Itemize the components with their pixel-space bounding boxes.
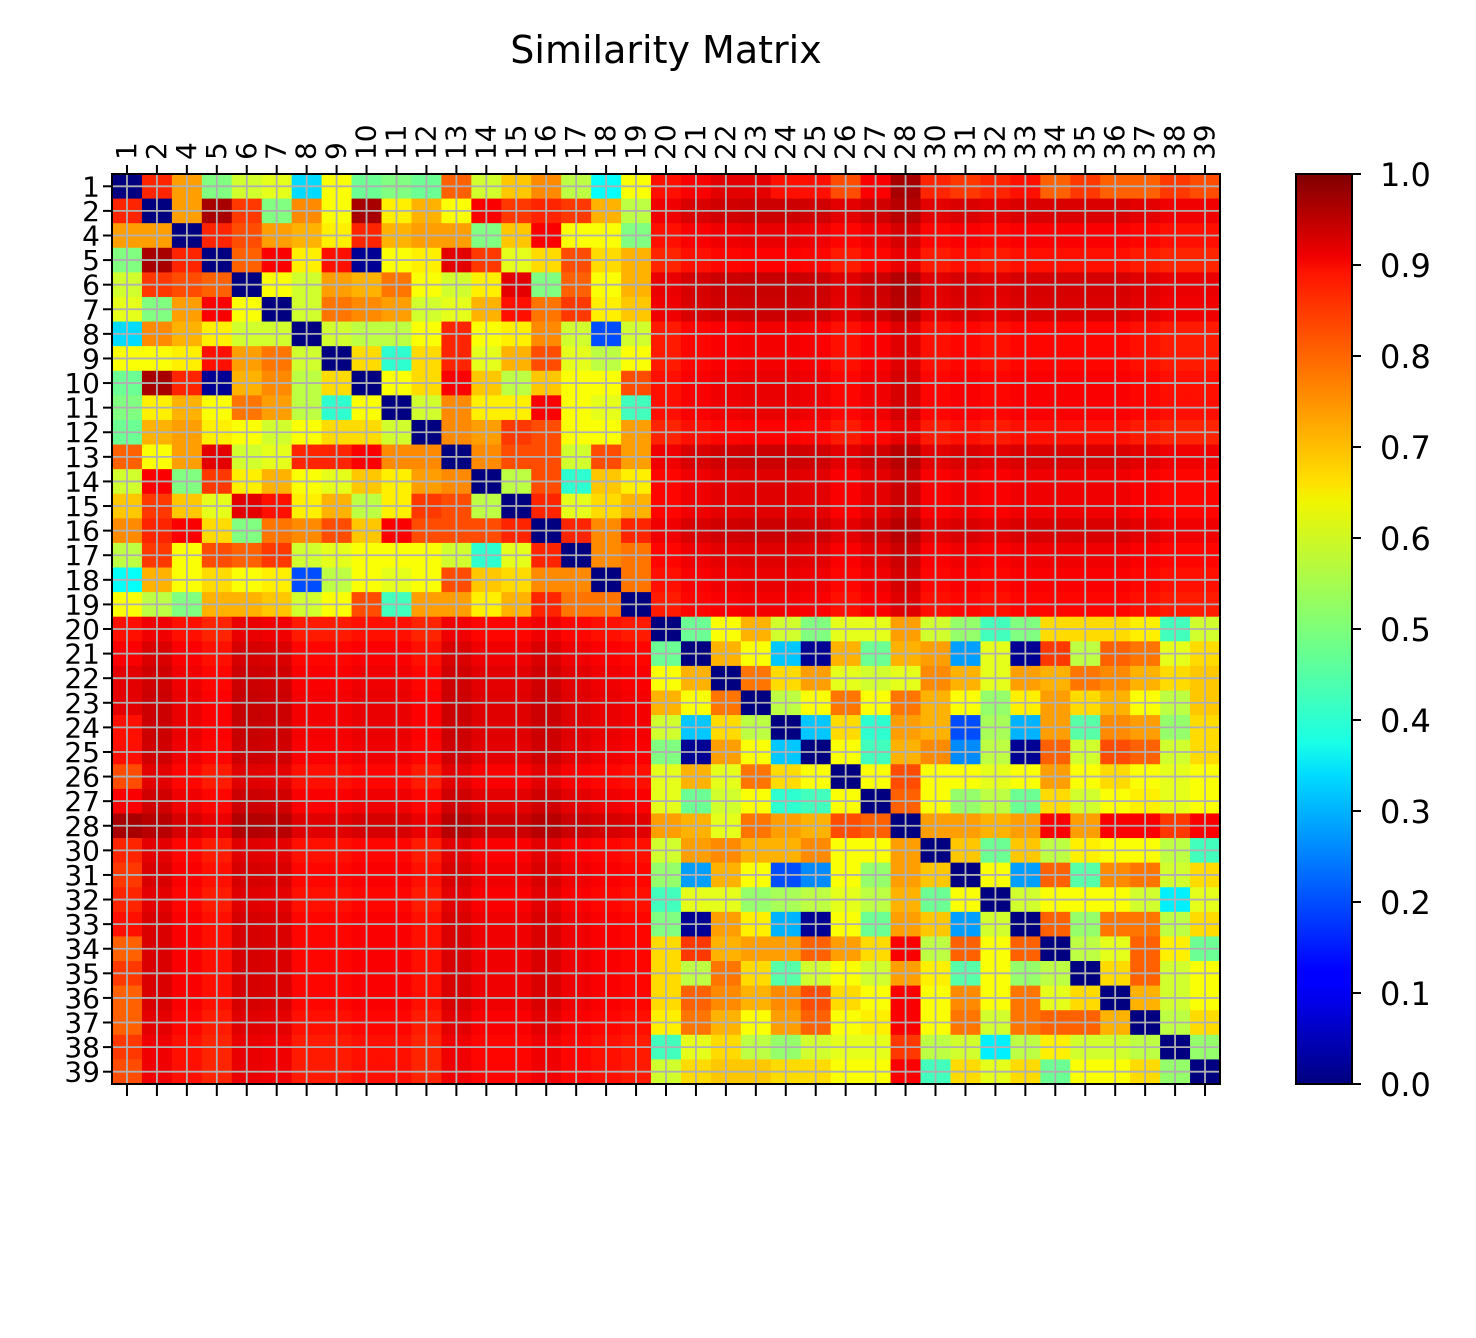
y-tick-label-39: 39 xyxy=(64,1056,100,1089)
colorbar-tick-label: 0.0 xyxy=(1380,1066,1431,1104)
y-tick-label-13: 13 xyxy=(64,441,100,474)
colorbar-tick-label: 1.0 xyxy=(1380,156,1431,194)
y-tick-label-8: 8 xyxy=(82,318,100,351)
y-tick-label-7: 7 xyxy=(82,293,100,326)
colorbar-tick-label: 0.9 xyxy=(1380,247,1431,285)
y-tick-label-9: 9 xyxy=(82,342,100,375)
y-tick-label-10: 10 xyxy=(64,367,100,400)
chart-title: Similarity Matrix xyxy=(510,28,822,72)
y-tick-label-12: 12 xyxy=(64,416,100,449)
x-axis-top: 1245678910111213141516171819202122232425… xyxy=(110,124,1221,174)
y-tick-label-20: 20 xyxy=(64,613,100,646)
y-tick-label-31: 31 xyxy=(64,859,100,892)
x-tick-label-37: 37 xyxy=(1128,124,1161,160)
y-tick-label-34: 34 xyxy=(64,933,100,966)
x-tick-label-13: 13 xyxy=(439,124,472,160)
x-tick-label-11: 11 xyxy=(379,124,412,160)
y-tick-label-15: 15 xyxy=(64,490,100,523)
x-tick-label-20: 20 xyxy=(649,124,682,160)
x-tick-label-23: 23 xyxy=(739,124,772,160)
y-tick-label-14: 14 xyxy=(64,465,100,498)
y-tick-label-30: 30 xyxy=(64,834,100,867)
x-tick-label-1: 1 xyxy=(110,142,143,160)
x-tick-label-12: 12 xyxy=(409,124,442,160)
y-tick-label-19: 19 xyxy=(64,588,100,621)
y-tick-label-25: 25 xyxy=(64,736,100,769)
x-tick-label-5: 5 xyxy=(200,142,233,160)
colorbar-tick-label: 0.7 xyxy=(1380,429,1431,467)
x-tick-label-24: 24 xyxy=(769,124,802,160)
colorbar-tick-label: 0.6 xyxy=(1380,520,1431,558)
x-tick-label-22: 22 xyxy=(709,124,742,160)
y-tick-label-24: 24 xyxy=(64,711,100,744)
x-tick-label-39: 39 xyxy=(1188,124,1221,160)
x-tick-label-15: 15 xyxy=(499,124,532,160)
x-tick-label-35: 35 xyxy=(1068,124,1101,160)
colorbar-tick-label: 0.4 xyxy=(1380,702,1431,740)
x-tick-label-21: 21 xyxy=(679,124,712,160)
x-tick-label-36: 36 xyxy=(1098,124,1131,160)
x-tick-label-31: 31 xyxy=(948,124,981,160)
y-tick-label-36: 36 xyxy=(64,982,100,1015)
x-tick-label-27: 27 xyxy=(859,124,892,160)
x-tick-label-33: 33 xyxy=(1008,124,1041,160)
x-tick-label-26: 26 xyxy=(829,124,862,160)
y-tick-label-37: 37 xyxy=(64,1007,100,1040)
y-tick-label-35: 35 xyxy=(64,957,100,990)
colorbar-gradient xyxy=(1295,173,1353,1085)
colorbar-tick-label: 0.5 xyxy=(1380,611,1431,649)
x-tick-label-19: 19 xyxy=(619,124,652,160)
y-tick-label-17: 17 xyxy=(64,539,100,572)
colorbar: 0.0 0.1 0.2 0.3 0.4 0.5 0.6 0.7 0.8 0.9 1.0 xyxy=(1295,156,1431,1104)
y-tick-label-32: 32 xyxy=(64,884,100,917)
x-tick-label-14: 14 xyxy=(469,124,502,160)
y-tick-label-21: 21 xyxy=(64,638,100,671)
y-tick-label-33: 33 xyxy=(64,908,100,941)
x-tick-label-7: 7 xyxy=(260,142,293,160)
y-tick-label-1: 1 xyxy=(82,170,100,203)
y-tick-label-27: 27 xyxy=(64,785,100,818)
y-tick-label-28: 28 xyxy=(64,810,100,843)
colorbar-tick-label: 0.3 xyxy=(1380,793,1431,831)
colorbar-tick-label: 0.8 xyxy=(1380,338,1431,376)
y-tick-label-26: 26 xyxy=(64,761,100,794)
y-tick-label-5: 5 xyxy=(82,244,100,277)
x-tick-label-2: 2 xyxy=(140,142,173,160)
x-tick-label-28: 28 xyxy=(889,124,922,160)
x-tick-label-30: 30 xyxy=(919,124,952,160)
colorbar-ticks: 0.0 0.1 0.2 0.3 0.4 0.5 0.6 0.7 0.8 0.9 1.0 xyxy=(1352,156,1431,1104)
x-tick-label-25: 25 xyxy=(799,124,832,160)
x-tick-label-16: 16 xyxy=(529,124,562,160)
colorbar-tick-label: 0.2 xyxy=(1380,884,1431,922)
x-axis-bottom-ticks xyxy=(125,1084,1207,1096)
y-tick-label-18: 18 xyxy=(64,564,100,597)
y-tick-label-6: 6 xyxy=(82,269,100,302)
y-tick-label-4: 4 xyxy=(82,219,100,252)
x-tick-label-34: 34 xyxy=(1038,124,1071,160)
y-tick-label-2: 2 xyxy=(82,195,100,228)
y-tick-label-23: 23 xyxy=(64,687,100,720)
x-tick-label-18: 18 xyxy=(589,124,622,160)
x-tick-label-17: 17 xyxy=(559,124,592,160)
colorbar-tick-label: 0.1 xyxy=(1380,975,1431,1013)
y-tick-label-16: 16 xyxy=(64,515,100,548)
x-tick-label-32: 32 xyxy=(978,124,1011,160)
x-tick-label-6: 6 xyxy=(230,142,263,160)
y-tick-label-11: 11 xyxy=(64,392,100,425)
y-tick-label-22: 22 xyxy=(64,662,100,695)
y-tick-label-38: 38 xyxy=(64,1031,100,1064)
heatmap-grid xyxy=(112,174,1220,1084)
x-tick-label-8: 8 xyxy=(290,142,323,160)
x-tick-label-10: 10 xyxy=(350,124,383,160)
x-tick-label-4: 4 xyxy=(170,142,203,160)
x-tick-label-38: 38 xyxy=(1158,124,1191,160)
x-tick-label-9: 9 xyxy=(320,142,353,160)
y-axis-left: 1245678910111213141516171819202122232425… xyxy=(64,170,112,1089)
